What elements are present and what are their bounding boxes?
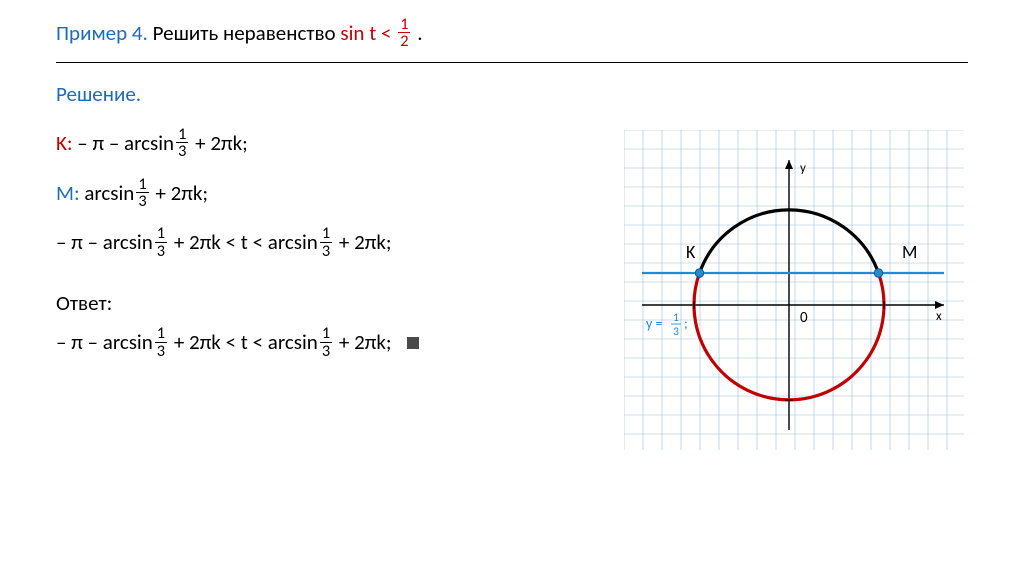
problem-title: Пример 4. Решить неравенство sin t < 12 … [56,18,968,52]
end-mark-icon [407,337,419,349]
svg-text:0: 0 [800,309,808,327]
unit-circle-chart: x y 0 K My = 13; [624,130,964,450]
svg-text:1: 1 [673,311,679,324]
title-text: Решить неравенство [148,20,341,46]
m-label: M: [56,180,80,206]
title-inequality: sin t < 12 [340,20,412,46]
svg-text:x: x [936,309,942,324]
title-fraction: 12 [398,16,410,50]
svg-text:K: K [686,241,696,263]
svg-text:y =: y = [646,315,663,332]
title-label: Пример 4. [56,20,148,46]
svg-text:M: M [902,241,917,263]
k-label: K: [56,130,73,156]
divider [56,62,968,63]
svg-text:3: 3 [673,325,679,338]
solution-label: Решение. [56,81,968,107]
svg-text:y: y [800,161,806,176]
svg-text:;: ; [684,315,688,332]
